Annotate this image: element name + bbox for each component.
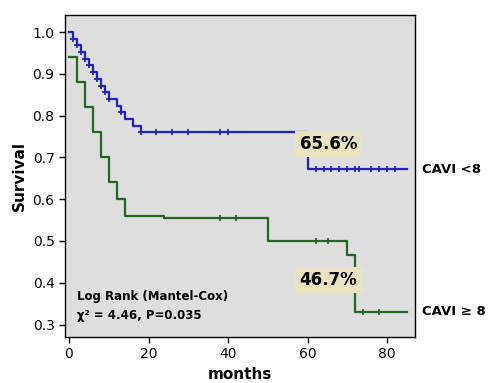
Text: Log Rank (Mantel-Cox)
χ² = 4.46, P=0.035: Log Rank (Mantel-Cox) χ² = 4.46, P=0.035: [77, 290, 228, 322]
Y-axis label: Survival: Survival: [12, 141, 27, 211]
Text: 46.7%: 46.7%: [300, 271, 358, 289]
X-axis label: months: months: [208, 367, 272, 382]
Text: 65.6%: 65.6%: [300, 135, 357, 153]
Text: CAVI ≥ 8: CAVI ≥ 8: [422, 306, 486, 319]
Text: CAVI <8: CAVI <8: [422, 162, 482, 175]
